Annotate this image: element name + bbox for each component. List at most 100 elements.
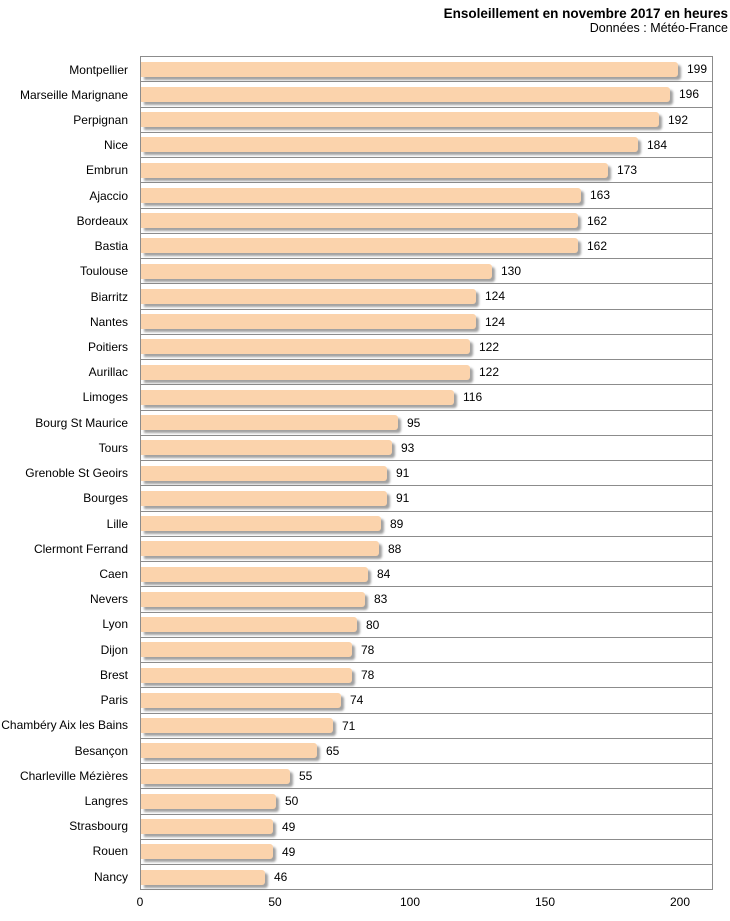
bar [141,213,578,229]
bar [141,869,265,885]
bar-row: 192 [141,108,712,133]
category-label: Bourges [83,491,128,506]
bar [141,718,333,734]
x-tick-label: 100 [399,895,421,909]
category-label: Lille [106,516,128,531]
bar-row: 163 [141,183,712,209]
bar-row: 80 [141,613,712,638]
bar-row: 196 [141,82,712,108]
value-label: 91 [396,491,410,506]
category-label: Montpellier [69,62,128,77]
value-label: 196 [679,87,700,102]
category-label: Bastia [94,239,128,254]
category-label: Aurillac [88,365,128,380]
bar-row: 184 [141,133,712,158]
value-label: 78 [361,668,375,683]
bar-row: 91 [141,486,712,512]
category-label: Clermont Ferrand [33,541,128,556]
value-axis: 0 50 100 150 200 [136,895,713,911]
category-label: Dijon [100,642,128,657]
bar [141,642,352,658]
category-label: Ajaccio [89,188,128,203]
value-label: 199 [687,62,708,77]
value-label: 184 [647,137,668,152]
bar-row: 93 [141,436,712,461]
value-label: 83 [374,592,388,607]
bar-row: 71 [141,714,712,739]
bar [141,86,670,102]
bar-row: 124 [141,284,712,310]
bar-row: 74 [141,688,712,714]
bar [141,516,381,532]
value-label: 124 [485,314,506,329]
bar-row: 78 [141,663,712,689]
value-label: 55 [299,769,313,784]
value-label: 91 [396,466,410,481]
bar [141,793,276,809]
bar-row: 91 [141,461,712,487]
bar-row: 199 [141,57,712,83]
bar-row: 124 [141,310,712,335]
x-tick-label: 150 [534,895,556,909]
bar [141,339,470,355]
bar-row: 50 [141,789,712,815]
category-label: Tours [98,440,128,455]
bar-row: 49 [141,815,712,840]
value-label: 162 [587,213,608,228]
category-label: Bordeaux [76,213,128,228]
bar [141,61,678,77]
bar [141,844,273,860]
bar [141,692,341,708]
bar [141,566,368,582]
bar [141,743,317,759]
category-label: Brest [99,667,128,682]
category-label: Rouen [92,844,128,859]
bar [141,288,476,304]
bar [141,415,398,431]
bar [141,238,578,254]
value-label: 50 [285,794,299,809]
category-label: Embrun [85,163,128,178]
value-label: 49 [282,819,296,834]
bar [141,617,357,633]
x-tick-label: 0 [136,895,144,909]
bar [141,263,492,279]
bar-row: 78 [141,638,712,663]
value-label: 49 [282,844,296,859]
value-label: 80 [366,617,380,632]
category-label: Limoges [82,390,128,405]
bar-row: 65 [141,739,712,764]
value-label: 163 [590,188,611,203]
bar-row: 122 [141,360,712,386]
category-label: Nevers [89,592,128,607]
category-label: Langres [84,793,128,808]
value-label: 89 [390,516,404,531]
bar [141,314,476,330]
bar-row: 162 [141,234,712,259]
x-tick-label: 200 [669,895,691,909]
value-label: 173 [617,163,638,178]
value-label: 124 [485,289,506,304]
value-label: 74 [350,693,364,708]
category-label: Toulouse [79,264,128,279]
chart-title: Ensoleillement en novembre 2017 en heure… [443,6,728,21]
value-label: 65 [326,743,340,758]
value-label: 84 [377,567,391,582]
bar-row: 88 [141,537,712,562]
bar-row: 46 [141,865,712,889]
category-label: Grenoble St Geoirs [25,466,128,481]
value-label: 130 [501,264,522,279]
bar-row: 49 [141,840,712,865]
bar [141,465,387,481]
bar-row: 84 [141,562,712,588]
chart-subtitle: Données : Météo-France [589,21,728,35]
bar [141,768,290,784]
bar [141,137,638,153]
category-label: Biarritz [90,289,128,304]
bar [141,490,387,506]
bar [141,162,608,178]
category-label: Nice [103,138,128,153]
bar [141,364,470,380]
bar [141,389,454,405]
